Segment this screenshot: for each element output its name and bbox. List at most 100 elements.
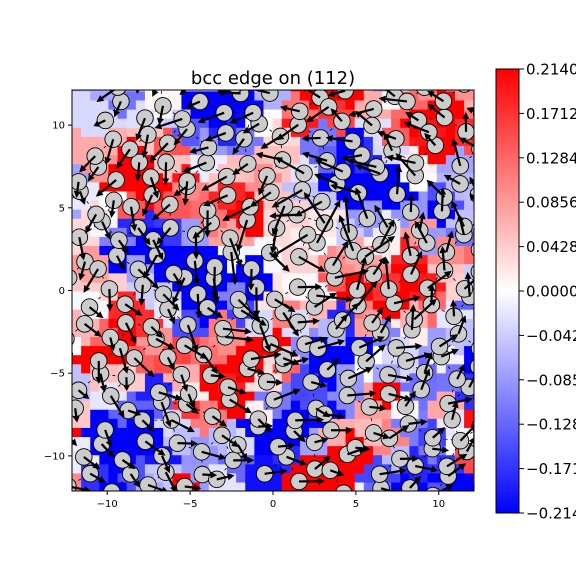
heatmap-cell	[72, 300, 82, 310]
heatmap-cell	[118, 436, 128, 446]
heatmap-cell	[473, 427, 483, 437]
bond-line	[118, 73, 139, 87]
heatmap-cell	[263, 264, 273, 274]
heatmap-cell	[291, 400, 301, 410]
heatmap-cell	[282, 482, 292, 492]
heatmap-cell	[273, 100, 283, 110]
heatmap-cell	[291, 136, 301, 146]
heatmap-cell	[218, 300, 228, 310]
heatmap-cell	[346, 264, 356, 274]
displacement-arrow	[473, 78, 482, 98]
heatmap-cell	[236, 427, 246, 437]
heatmap-cell	[200, 191, 210, 201]
heatmap-cell	[273, 409, 283, 419]
heatmap-cell	[273, 109, 283, 119]
heatmap-cell	[346, 418, 356, 428]
atom	[303, 374, 320, 391]
heatmap-cell	[473, 91, 483, 101]
heatmap-cell	[172, 382, 182, 392]
heatmap-cell	[391, 473, 401, 483]
heatmap-cell	[72, 464, 82, 474]
heatmap-cell	[309, 364, 319, 374]
heatmap-cell	[473, 109, 483, 119]
heatmap-cell	[282, 173, 292, 183]
heatmap-cell	[391, 273, 401, 283]
heatmap-cell	[236, 482, 246, 492]
heatmap-cell	[172, 455, 182, 465]
heatmap-cell	[428, 400, 438, 410]
heatmap-cell	[400, 145, 410, 155]
displacement-arrow	[480, 223, 489, 250]
heatmap-cell	[191, 109, 201, 119]
y-tick-label: −10	[44, 451, 65, 462]
y-tick-label: 5	[59, 203, 65, 214]
heatmap-cell	[172, 100, 182, 110]
heatmap-cell	[446, 282, 456, 292]
heatmap-cell	[90, 182, 100, 192]
colorbar-tick-label: −0.1712	[526, 460, 576, 478]
heatmap-cell	[391, 209, 401, 219]
atom	[90, 261, 107, 278]
heatmap-cell	[236, 182, 246, 192]
heatmap-cell	[200, 245, 210, 255]
heatmap-cell	[382, 418, 392, 428]
heatmap-cell	[282, 182, 292, 192]
atom	[452, 158, 469, 175]
bond-line	[139, 73, 160, 80]
heatmap-cell	[418, 182, 428, 192]
heatmap-cell	[473, 282, 483, 292]
heatmap-cell	[72, 100, 82, 110]
heatmap-cell	[437, 309, 447, 319]
heatmap-cell	[118, 109, 128, 119]
heatmap-cell	[72, 200, 82, 210]
atom	[479, 396, 496, 413]
x-tick-label: −10	[97, 499, 118, 510]
heatmap-cell	[99, 455, 109, 465]
heatmap-cell	[355, 118, 365, 128]
heatmap-cell	[391, 318, 401, 328]
heatmap-cell	[355, 327, 365, 337]
heatmap-cell	[446, 127, 456, 137]
heatmap-cell	[300, 364, 310, 374]
heatmap-cell	[99, 100, 109, 110]
heatmap-cell	[263, 209, 273, 219]
heatmap-cell	[346, 100, 356, 110]
heatmap-cell	[72, 154, 82, 164]
heatmap-cell	[355, 382, 365, 392]
heatmap-cell	[181, 300, 191, 310]
heatmap-cell	[473, 309, 483, 319]
heatmap-cell	[291, 154, 301, 164]
heatmap-cell	[273, 273, 283, 283]
heatmap-cell	[154, 436, 164, 446]
heatmap-cell	[81, 436, 91, 446]
heatmap-cell	[364, 136, 374, 146]
heatmap-cell	[437, 164, 447, 174]
heatmap-cell	[254, 227, 264, 237]
heatmap-cell	[245, 391, 255, 401]
atom	[155, 98, 172, 115]
heatmap-cell	[127, 173, 137, 183]
heatmap-cell	[108, 373, 118, 383]
heatmap-cell	[309, 482, 319, 492]
heatmap-cell	[327, 245, 337, 255]
heatmap-cell	[391, 327, 401, 337]
heatmap-cell	[108, 473, 118, 483]
colorbar-tick-label: 0.1284	[526, 149, 576, 167]
heatmap-cell	[154, 264, 164, 274]
heatmap-cell	[391, 255, 401, 265]
x-tick-label: 10	[432, 499, 445, 510]
heatmap-cell	[473, 436, 483, 446]
heatmap-cell	[81, 91, 91, 101]
heatmap-cell	[191, 364, 201, 374]
heatmap-cell	[346, 409, 356, 419]
heatmap-cell	[273, 418, 283, 428]
heatmap-cell	[418, 191, 428, 201]
heatmap-cell	[172, 245, 182, 255]
y-tick-label: 10	[52, 121, 65, 132]
heatmap-cell	[282, 473, 292, 483]
heatmap-cell	[127, 109, 137, 119]
heatmap-cell	[200, 173, 210, 183]
heatmap-cell	[437, 291, 447, 301]
